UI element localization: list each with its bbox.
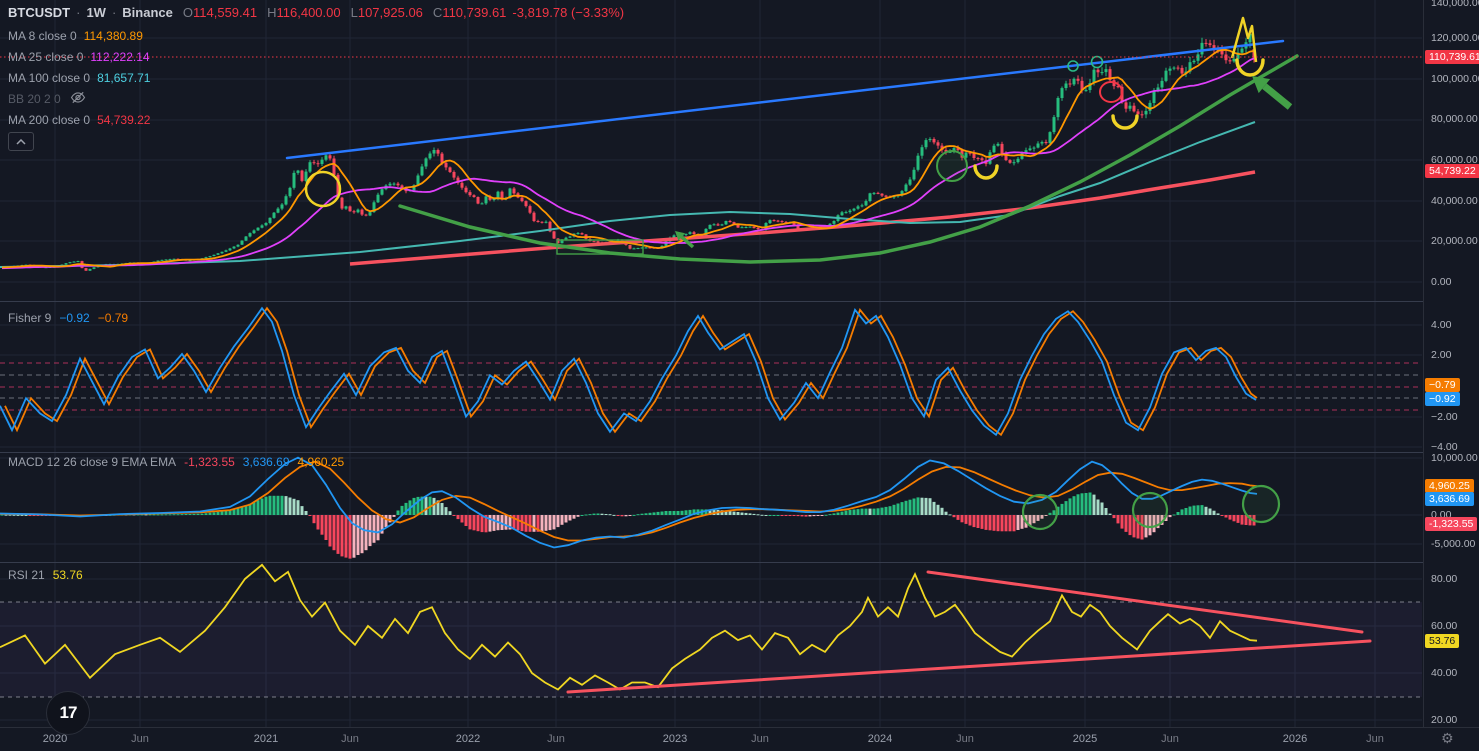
ma100-value: 81,657.71 <box>97 70 151 85</box>
time-label: 2020 <box>42 733 68 745</box>
price-axis[interactable]: 140,000.00 120,000.00 110,739.61 100,000.00… <box>1423 0 1479 727</box>
axis-label: 100,000.00 <box>1431 73 1479 85</box>
legend-collapse-button[interactable] <box>8 132 34 151</box>
axis-label: 80,000.00 <box>1431 113 1478 125</box>
exchange[interactable]: Binance <box>122 5 173 20</box>
legend-macd[interactable]: MACD 12 26 close 9 EMA EMA -1,323.55 3,6… <box>8 455 345 469</box>
time-axis[interactable]: 2020 Jun 2021 Jun 2022 Jun 2023 Jun 2024 Jun 2025 J… <box>0 727 1479 751</box>
axis-label: 20,000.00 <box>1431 235 1478 247</box>
axis-label: −4.00 <box>1431 441 1458 453</box>
symbol-name[interactable]: BTCUSDT <box>8 5 71 20</box>
axis-label: 20.00 <box>1431 714 1458 726</box>
time-label: Jun <box>1366 733 1384 745</box>
time-label: 2025 <box>1072 733 1098 745</box>
macd-line-value: 3,636.69 <box>242 455 290 469</box>
axis-label: 40.00 <box>1431 667 1458 679</box>
legend-fisher[interactable]: Fisher 9 −0.92 −0.79 <box>8 311 129 325</box>
time-label: Jun <box>956 733 974 745</box>
axis-label: 0.00 <box>1431 276 1452 288</box>
axis-label: 40,000.00 <box>1431 195 1478 207</box>
time-label: Jun <box>131 733 149 745</box>
symbol-header[interactable]: BTCUSDT · 1W · Binance O114,559.41 H116,… <box>8 5 625 20</box>
time-label: 2022 <box>455 733 481 745</box>
legend-ma200[interactable]: MA 200 close 0 54,739.22 <box>8 112 151 127</box>
ma8-value: 114,380.89 <box>83 28 143 43</box>
axis-label: 10,000.00 <box>1431 452 1478 464</box>
rsi-value: 53.76 <box>52 568 83 582</box>
legend-ma25[interactable]: MA 25 close 0 112,222.14 <box>8 49 150 64</box>
fisher-value: −0.92 <box>59 311 90 325</box>
time-label: 2023 <box>662 733 688 745</box>
time-label: 2024 <box>867 733 893 745</box>
axis-label: 60,000.00 <box>1431 154 1478 166</box>
time-label: Jun <box>751 733 769 745</box>
legend-ma8[interactable]: MA 8 close 0 114,380.89 <box>8 28 143 43</box>
time-label: Jun <box>341 733 359 745</box>
legend-ma100[interactable]: MA 100 close 0 81,657.71 <box>8 70 151 85</box>
axis-label: 80.00 <box>1431 573 1458 585</box>
axis-badge: 54,739.22 <box>1425 164 1479 178</box>
ohlc-low: L107,925.06 <box>350 5 423 20</box>
ohlc-close: C110,739.61 <box>432 5 507 20</box>
legend-rsi[interactable]: RSI 21 53.76 <box>8 568 83 582</box>
axis-badge: 3,636.69 <box>1425 492 1474 506</box>
ma25-value: 112,222.14 <box>90 49 150 64</box>
axis-label: -5,000.00 <box>1431 538 1476 550</box>
axis-label: 2.00 <box>1431 349 1452 361</box>
axis-label: 140,000.00 <box>1431 0 1479 9</box>
macd-hist-value: -1,323.55 <box>184 455 235 469</box>
axis-label: 120,000.00 <box>1431 32 1479 44</box>
axis-badge: 4,960.25 <box>1425 479 1474 493</box>
interval[interactable]: 1W <box>86 5 106 20</box>
axis-badge: −0.79 <box>1425 378 1460 392</box>
legend-bb[interactable]: BB 20 2 0 <box>8 91 86 106</box>
fisher-trigger-value: −0.79 <box>97 311 129 325</box>
tradingview-logo[interactable]: 17 <box>46 691 90 735</box>
axis-label: 4.00 <box>1431 319 1452 331</box>
axis-label: 60.00 <box>1431 620 1458 632</box>
ohlc-open: O114,559.41 <box>182 5 258 20</box>
time-label: 2026 <box>1282 733 1308 745</box>
time-label: Jun <box>547 733 565 745</box>
price-change: -3,819.78 (−3.33%) <box>512 5 625 20</box>
axis-badge: 53.76 <box>1425 634 1460 648</box>
eye-off-icon[interactable] <box>70 91 86 107</box>
axis-badge: −0.92 <box>1425 392 1460 406</box>
settings-icon[interactable]: ⚙ <box>1441 730 1454 746</box>
axis-label: −2.00 <box>1431 411 1458 423</box>
time-label: 2021 <box>253 733 279 745</box>
ohlc-high: H116,400.00 <box>267 5 341 20</box>
axis-badge: -1,323.55 <box>1425 517 1478 531</box>
ma200-value: 54,739.22 <box>97 112 151 127</box>
macd-signal-value: 4,960.25 <box>297 455 345 469</box>
axis-badge: 110,739.61 <box>1425 50 1479 64</box>
time-label: Jun <box>1161 733 1179 745</box>
